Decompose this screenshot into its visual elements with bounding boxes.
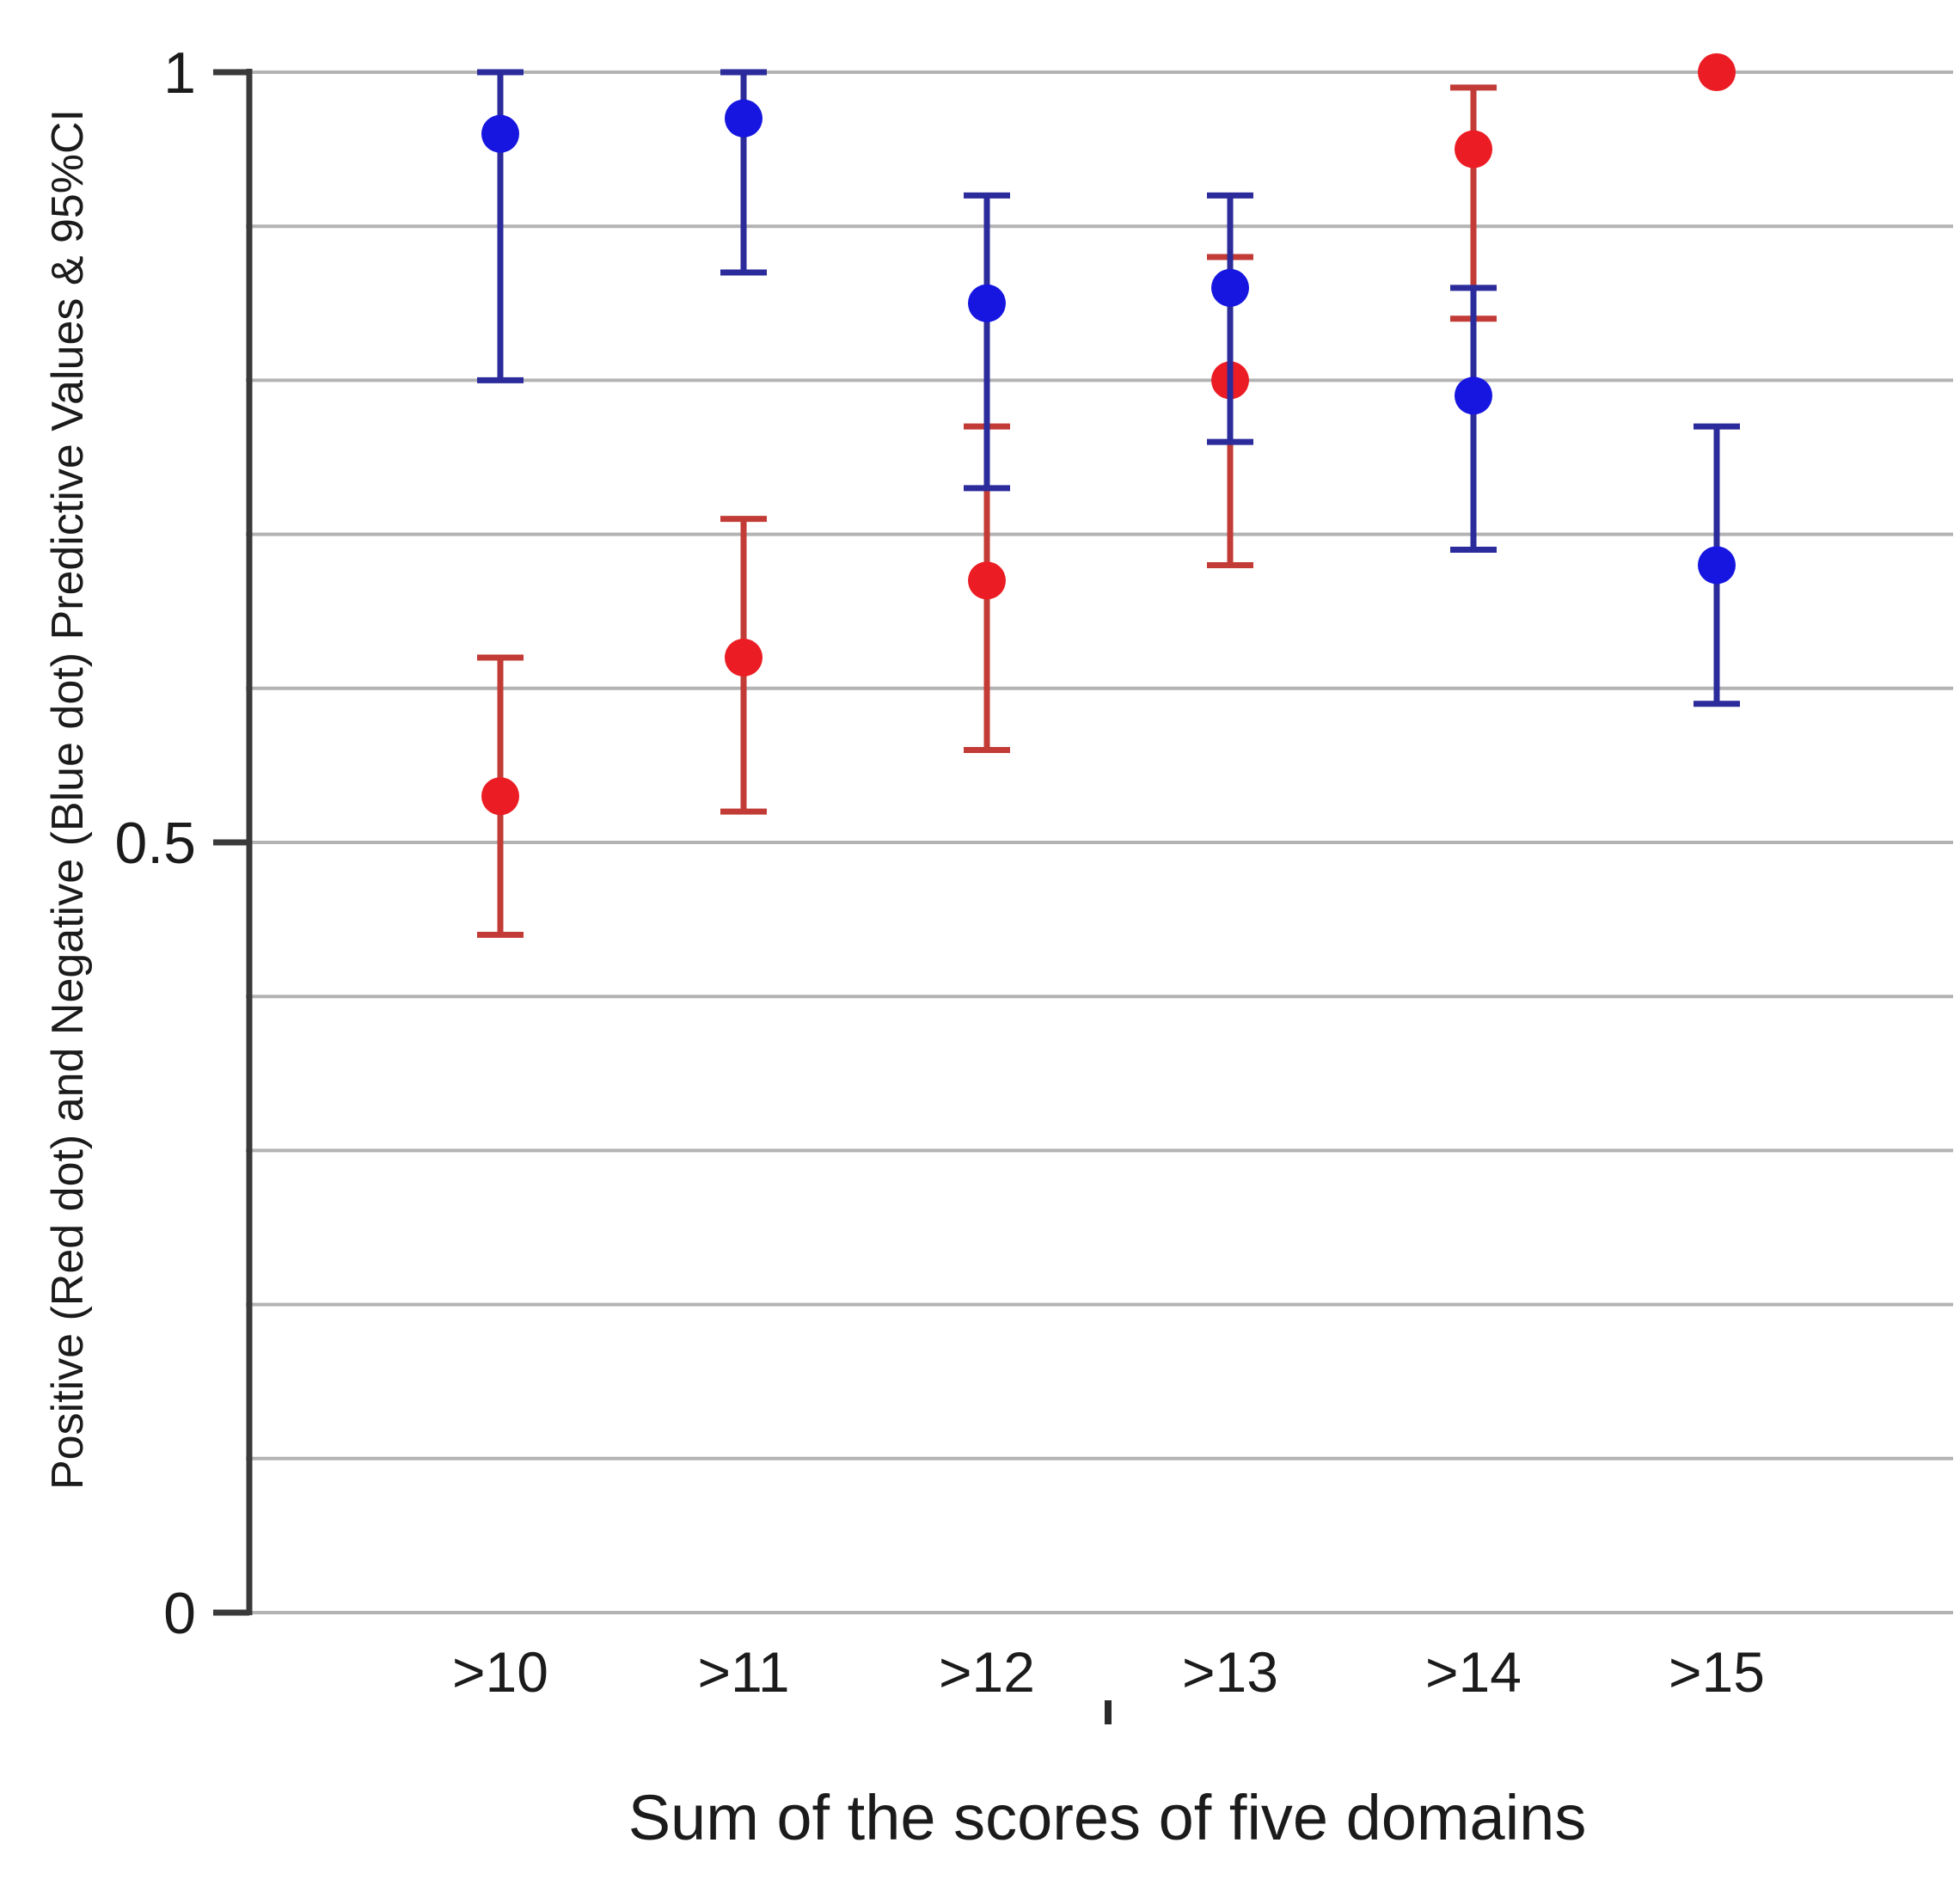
x-tick-label: >12 — [939, 1640, 1035, 1704]
npv-data-point — [1211, 268, 1249, 307]
ppv-data-point — [725, 638, 763, 677]
x-tick-label: >15 — [1669, 1640, 1765, 1704]
npv-data-point — [968, 284, 1006, 322]
x-tick-label: >14 — [1425, 1640, 1522, 1704]
ppv-data-point — [481, 777, 519, 816]
x-tick-label: >10 — [452, 1640, 548, 1704]
stray-mark — [1105, 1700, 1112, 1724]
y-tick-label: 1 — [163, 40, 196, 106]
ppv-data-point — [968, 561, 1006, 600]
y-tick-label: 0 — [163, 1581, 196, 1646]
npv-data-point — [481, 114, 519, 153]
x-tick-label: >13 — [1182, 1640, 1278, 1704]
x-axis-title: Sum of the scores of five domains — [628, 1782, 1587, 1853]
npv-data-point — [1698, 546, 1736, 585]
ppv-data-point — [1698, 53, 1736, 91]
npv-data-point — [1455, 377, 1492, 415]
npv-data-point — [725, 99, 763, 138]
y-tick-label: 0.5 — [114, 811, 196, 876]
x-tick-label: >11 — [697, 1640, 789, 1704]
y-axis-title: Positive (Red dot) and Negative (Blue do… — [43, 109, 93, 1490]
ppv-data-point — [1455, 130, 1492, 168]
